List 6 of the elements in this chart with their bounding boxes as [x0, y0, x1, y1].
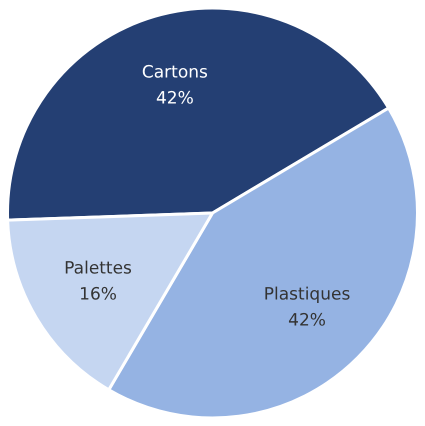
data-label: 16% [79, 284, 117, 305]
slice-label: Cartons [142, 62, 208, 83]
data-label: 42% [288, 310, 326, 330]
data-label: 42% [156, 88, 194, 109]
slice-label: Plastiques [264, 284, 350, 304]
slice-label: Palettes [64, 258, 132, 279]
